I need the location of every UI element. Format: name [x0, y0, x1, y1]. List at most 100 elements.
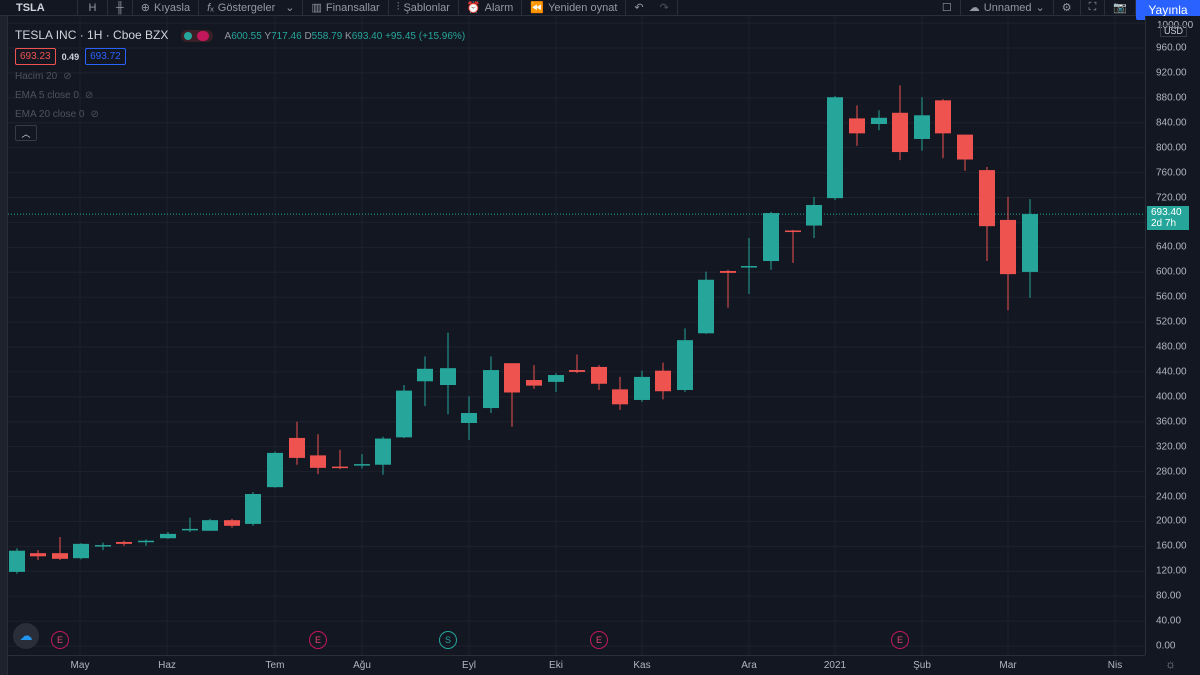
- time-tick: Eyl: [462, 660, 476, 671]
- candle: [741, 238, 757, 295]
- candle: [720, 269, 736, 308]
- candle: [526, 365, 542, 389]
- price-tick: 240.00: [1156, 491, 1187, 502]
- snapshot-button[interactable]: 📷: [1105, 0, 1136, 16]
- candle: [957, 134, 973, 171]
- market-status-toggle[interactable]: [181, 30, 214, 43]
- candle: [763, 211, 779, 270]
- indicators-button[interactable]: fₓ Göstergeler ⌄: [199, 0, 304, 16]
- tradingview-logo-icon[interactable]: ☁: [13, 623, 39, 649]
- financials-button[interactable]: ▥ Finansallar: [303, 0, 389, 16]
- sell-price-button[interactable]: 693.23: [15, 48, 56, 65]
- candle: [52, 536, 68, 561]
- candle: [914, 97, 930, 151]
- eye-hidden-icon[interactable]: ⊘: [63, 71, 72, 82]
- save-layout-button[interactable]: ☁ Unnamed ⌄: [961, 0, 1054, 16]
- time-tick: Mar: [999, 660, 1017, 671]
- fullscreen-button[interactable]: ⛶: [1081, 0, 1106, 16]
- axis-settings-icon[interactable]: ☼: [1165, 657, 1176, 671]
- left-drawing-toolbar: [0, 16, 8, 675]
- candle: [827, 95, 843, 201]
- settings-button[interactable]: ⚙: [1054, 0, 1081, 16]
- price-tick: 0.00: [1156, 640, 1176, 652]
- publish-button[interactable]: Yayınla: [1136, 0, 1200, 20]
- eye-hidden-icon[interactable]: ⊘: [90, 109, 99, 120]
- candle: [979, 166, 995, 262]
- financials-label: Finansallar: [325, 1, 380, 14]
- earnings-event-marker[interactable]: E: [590, 631, 608, 649]
- compare-button[interactable]: ⊕ Kıyasla: [133, 0, 200, 16]
- candle: [245, 492, 261, 526]
- candle: [548, 373, 564, 392]
- time-tick: Tem: [265, 660, 285, 671]
- candlestick-chart[interactable]: [8, 16, 1145, 655]
- function-icon: fₓ: [207, 1, 214, 14]
- compare-label: Kıyasla: [154, 1, 191, 14]
- candle: [9, 548, 25, 574]
- candle: [1000, 196, 1016, 311]
- currency-label[interactable]: USD: [1160, 25, 1188, 37]
- time-tick: 2021: [823, 660, 847, 671]
- spread-value: 0.49: [61, 51, 80, 62]
- candle: [202, 518, 218, 531]
- candle: [612, 376, 628, 410]
- split-event-marker[interactable]: S: [439, 631, 457, 649]
- indicator-ema20[interactable]: EMA 20 close 0 ⊘: [15, 109, 99, 120]
- earnings-event-marker[interactable]: E: [51, 631, 69, 649]
- alarm-clock-icon: ⏰: [466, 2, 481, 14]
- candle: [310, 434, 326, 475]
- replay-label: Yeniden oynat: [548, 1, 618, 14]
- candle: [591, 365, 607, 390]
- price-tick: 880.00: [1156, 92, 1187, 104]
- earnings-event-marker[interactable]: E: [891, 631, 909, 649]
- indicator-volume[interactable]: Hacim 20 ⊘: [15, 71, 72, 82]
- symbol-title: TESLA INC · 1H · Cboe BZX: [15, 28, 169, 42]
- time-tick: Ara: [741, 660, 757, 671]
- current-price-label: 693.40 2d 7h: [1147, 206, 1189, 230]
- chevron-up-icon: ︿: [21, 128, 31, 139]
- time-axis[interactable]: May Haz Tem Ağu Eyl Eki Kas Ara 2021 Şub Mar Nis: [8, 655, 1145, 675]
- candle: [849, 105, 865, 146]
- candle: [634, 370, 650, 402]
- candle: [655, 362, 671, 400]
- price-tick: 40.00: [1156, 615, 1182, 627]
- redo-button[interactable]: ↷: [652, 0, 678, 16]
- collapse-legend-button[interactable]: ︿: [15, 125, 37, 141]
- candle: [267, 451, 283, 488]
- price-tick: 520.00: [1156, 316, 1187, 328]
- square-icon: ☐: [941, 2, 952, 14]
- candle: [138, 539, 154, 546]
- layout-select-button[interactable]: ☐: [934, 0, 961, 16]
- alarm-button[interactable]: ⏰ Alarm: [459, 0, 523, 16]
- candle: [332, 449, 348, 470]
- eye-hidden-icon[interactable]: ⊘: [84, 90, 94, 101]
- buy-price-button[interactable]: 693.72: [85, 48, 126, 65]
- candle: [483, 356, 499, 414]
- candle: [289, 421, 305, 465]
- price-tick: 760.00: [1156, 167, 1187, 179]
- price-tick: 720.00: [1156, 192, 1187, 203]
- price-tick: 960.00: [1156, 42, 1187, 54]
- candle: [677, 328, 693, 392]
- price-tick: 320.00: [1156, 441, 1187, 453]
- candle: [871, 110, 887, 131]
- price-axis[interactable]: 960.00 920.00 880.00 840.00 800.00 760.00 720.…: [1145, 16, 1200, 655]
- indicator-ema5[interactable]: EMA 5 close 0 ⊘: [15, 90, 94, 101]
- bid-ask-row: 693.23 0.49 693.72: [15, 48, 126, 65]
- symbol-search-button[interactable]: TSLA: [0, 0, 78, 16]
- undo-button[interactable]: ↶: [626, 0, 651, 16]
- time-tick: Eki: [549, 660, 563, 671]
- templates-button[interactable]: ⫶ Şablonlar: [389, 0, 459, 16]
- fullscreen-icon: ⛶: [1088, 1, 1097, 13]
- indicators-label: Göstergeler: [217, 1, 276, 14]
- chevron-down-icon: ⌄: [285, 2, 295, 14]
- interval-button[interactable]: H: [78, 0, 108, 16]
- earnings-event-marker[interactable]: E: [309, 631, 327, 649]
- price-tick: 800.00: [1156, 142, 1187, 154]
- layout-name: Unnamed: [983, 1, 1032, 14]
- time-tick: Nis: [1107, 660, 1123, 671]
- price-tick: 600.00: [1156, 266, 1187, 278]
- chart-type-button[interactable]: ╫: [108, 0, 133, 16]
- cloud-icon: ☁: [968, 2, 980, 14]
- replay-button[interactable]: ⏪ Yeniden oynat: [522, 0, 627, 16]
